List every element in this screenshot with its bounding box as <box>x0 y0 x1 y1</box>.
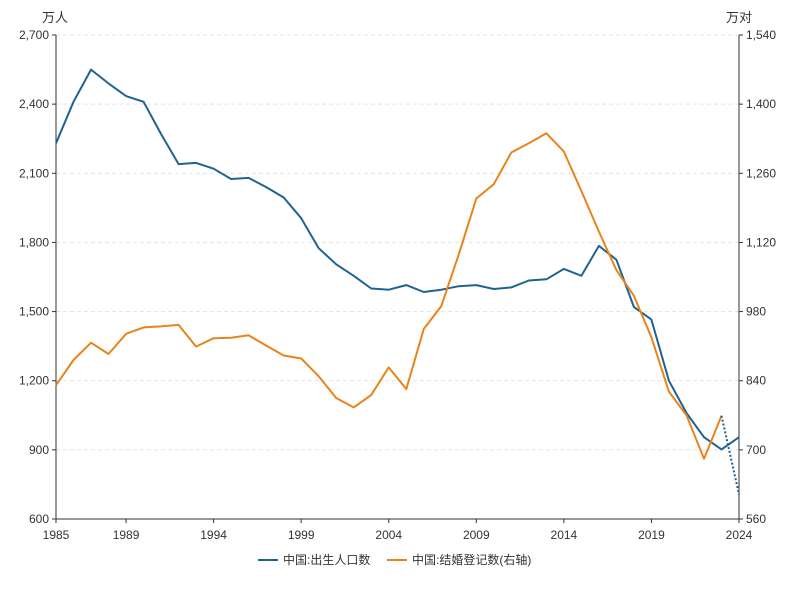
x-tick-label: 1994 <box>200 528 227 542</box>
right-tick-label: 1,120 <box>746 235 776 249</box>
axes: 600 900 1,200 1,500 1,800 2,100 2,400 2,700 560 7… <box>19 28 776 542</box>
left-tick-label: 1,500 <box>19 305 49 319</box>
left-tick-label: 1,800 <box>19 235 49 249</box>
x-tick-label: 2014 <box>551 528 578 542</box>
left-tick-label: 900 <box>29 443 49 457</box>
right-tick-label: 1,260 <box>746 166 776 180</box>
series-line-marriages <box>55 132 723 460</box>
right-tick-label: 700 <box>746 443 766 457</box>
left-axis-unit: 万人 <box>42 10 68 25</box>
legend-label-births: 中国:出生人口数 <box>283 552 370 567</box>
right-tick-label: 1,400 <box>746 97 776 111</box>
left-tick-label: 600 <box>29 512 49 526</box>
x-tick-label: 2024 <box>726 528 753 542</box>
x-tick-label: 2019 <box>638 528 665 542</box>
legend: 中国:出生人口数 中国:结婚登记数(右轴) <box>258 552 531 567</box>
x-tick-label: 2009 <box>463 528 490 542</box>
right-tick-label: 980 <box>746 305 766 319</box>
right-axis-unit: 万对 <box>726 10 752 25</box>
x-tick-label: 1989 <box>113 528 140 542</box>
left-tick-label: 2,100 <box>19 166 49 180</box>
right-tick-label: 560 <box>746 512 766 526</box>
x-tick-label: 1999 <box>288 528 315 542</box>
right-tick-label: 840 <box>746 374 766 388</box>
right-tick-label: 1,540 <box>746 28 776 42</box>
series-layer <box>55 68 740 495</box>
x-tick-label: 1985 <box>43 528 70 542</box>
legend-label-marriages: 中国:结婚登记数(右轴) <box>412 552 531 567</box>
left-tick-label: 2,700 <box>19 28 49 42</box>
grid-lines <box>56 34 739 451</box>
series-line-marriages-projection <box>720 415 740 495</box>
left-tick-label: 2,400 <box>19 97 49 111</box>
x-tick-label: 2004 <box>375 528 402 542</box>
series-line-births <box>55 68 740 451</box>
left-tick-label: 1,200 <box>19 374 49 388</box>
